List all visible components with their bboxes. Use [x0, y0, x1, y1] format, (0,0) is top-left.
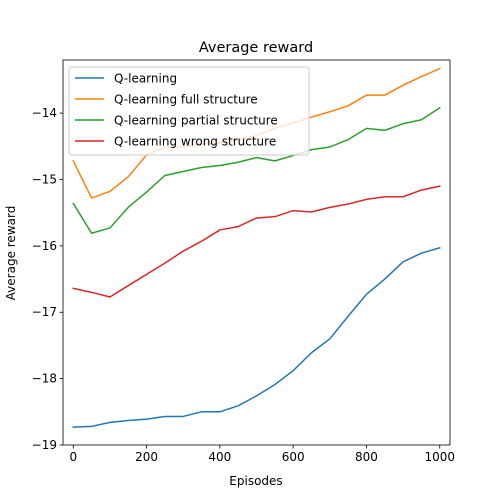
legend-label: Q-learning: [114, 72, 177, 86]
y-tick-label: −16: [32, 239, 57, 253]
legend-label: Q-learning full structure: [114, 93, 258, 107]
x-tick-label: 0: [69, 450, 77, 464]
series-line-3: [72, 106, 441, 234]
x-tick-label: 200: [135, 450, 158, 464]
x-tick-label: 800: [355, 450, 378, 464]
legend: Q-learning Q-learning full structure Q-lea…: [68, 66, 310, 156]
y-tick-label: −18: [32, 372, 57, 386]
legend-box: [68, 66, 310, 156]
y-axis-label: Average reward: [4, 206, 18, 301]
y-tick-label: −14: [32, 106, 57, 120]
y-tick-label: −15: [32, 172, 57, 186]
series-line-4: [72, 185, 441, 298]
x-tick-label: 400: [208, 450, 231, 464]
plot-frame: [62, 59, 451, 446]
y-tick-label: −17: [32, 305, 57, 319]
y-tick-label: −19: [32, 438, 57, 452]
chart-title: Average reward: [199, 40, 313, 56]
x-tick-label: 1000: [424, 450, 455, 464]
x-axis-label: Episodes: [229, 474, 282, 488]
legend-label: Q-learning wrong structure: [114, 135, 276, 149]
legend-label: Q-learning partial structure: [114, 114, 278, 128]
plot-area: [62, 59, 451, 446]
x-axis: 0 200 400 600 800 1000: [69, 445, 455, 464]
series-line-1: [72, 246, 441, 428]
y-axis: −19 −18 −17 −16 −15 −14: [32, 106, 63, 452]
x-tick-label: 600: [282, 450, 305, 464]
